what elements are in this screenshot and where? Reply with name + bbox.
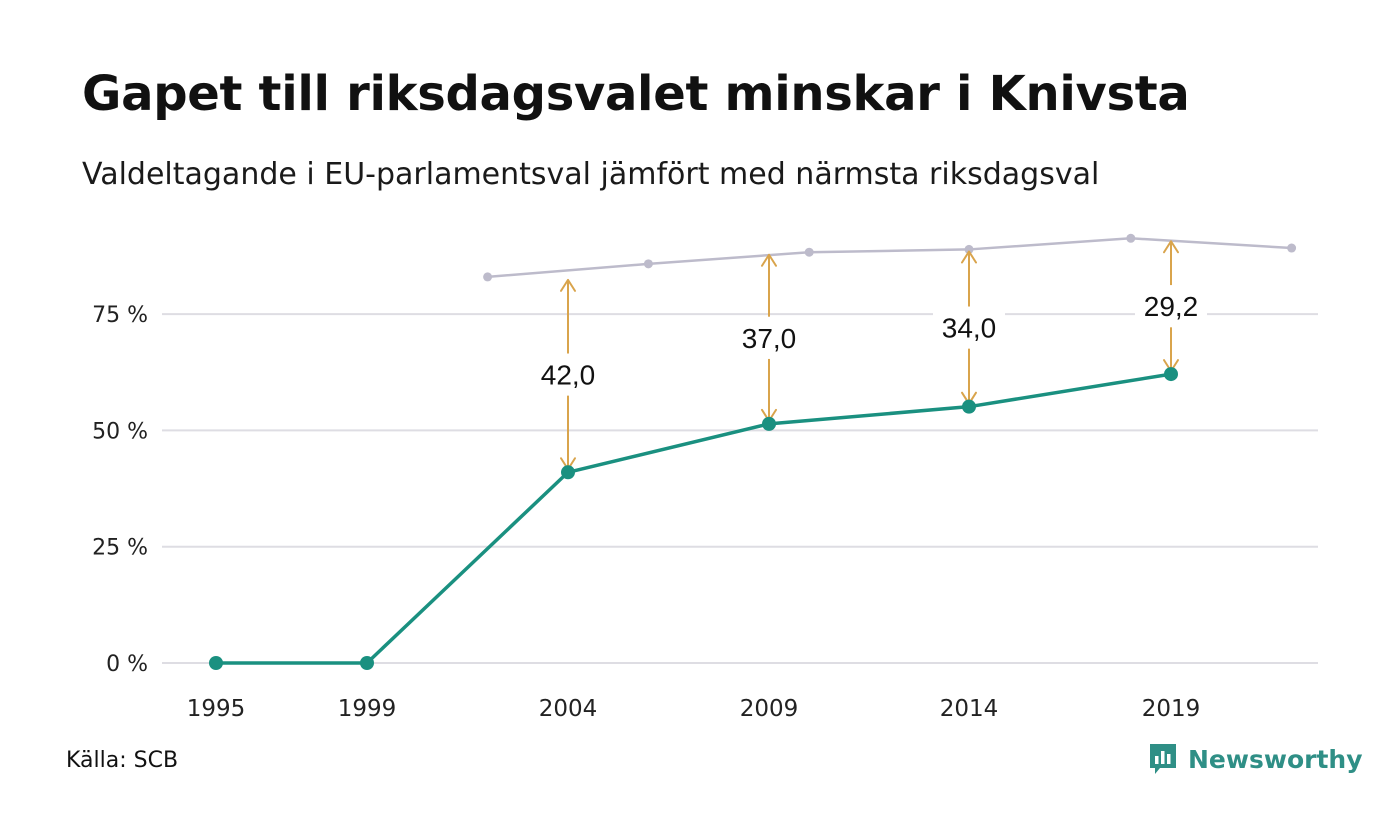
gap-arrow-head (961, 250, 977, 264)
y-tick-label: 50 % (92, 419, 148, 444)
riksdag-point (964, 244, 974, 254)
gap-label: 37,0 (742, 323, 797, 354)
brand-name: Newsworthy (1188, 744, 1363, 774)
riksdag-series (483, 233, 1297, 282)
eu-point (1164, 367, 1178, 382)
gap-arrow-head (560, 278, 576, 292)
eu-point (962, 399, 976, 414)
gap-arrow-head (761, 253, 777, 267)
riksdag-line (487, 237, 1292, 279)
x-tick-label: 2009 (740, 696, 799, 722)
riksdag-point (643, 259, 653, 269)
x-tick-label: 1995 (187, 696, 246, 722)
riksdag-point (483, 272, 493, 282)
x-tick-label: 2019 (1142, 696, 1201, 722)
gap-arrow-head (1163, 240, 1179, 254)
eu-point (360, 656, 374, 670)
gap-label: 34,0 (942, 313, 997, 344)
gap-label: 29,2 (1144, 291, 1199, 322)
riksdag-point (804, 247, 814, 257)
y-tick-label: 0 % (106, 652, 148, 677)
eu-series (209, 367, 1178, 670)
gridlines (162, 313, 1318, 664)
gap-label-background (933, 306, 1005, 349)
newsworthy-logo-icon (1150, 744, 1176, 774)
eu-line (216, 372, 1172, 665)
y-tick-label: 75 % (92, 303, 148, 328)
x-tick-label: 2004 (539, 696, 598, 722)
chart-title: Gapet till riksdagsvalet minskar i Knivs… (82, 66, 1190, 122)
brand-logo: Newsworthy (1148, 742, 1363, 776)
riksdag-point (1287, 243, 1297, 253)
gap-label: 42,0 (541, 360, 596, 391)
riksdag-point (1126, 233, 1136, 243)
gap-label-background (532, 353, 604, 396)
gap-label-background (733, 316, 805, 359)
x-axis: 1995 1999 2004 2009 2014 2019 (187, 696, 1201, 722)
eu-point (209, 656, 223, 670)
chart-subtitle: Valdeltagande i EU-parlamentsval jämfört… (82, 157, 1100, 192)
x-tick-label: 2014 (940, 696, 999, 722)
y-axis: 0 % 25 % 50 % 75 % (92, 303, 148, 677)
source-note: Källa: SCB (66, 748, 179, 773)
eu-point (561, 465, 575, 480)
x-tick-label: 1999 (338, 696, 397, 722)
y-tick-label: 25 % (92, 536, 148, 561)
gap-annotations: 42,0 37,0 34,0 29,2 (532, 240, 1207, 471)
gap-label-background (1135, 285, 1207, 328)
eu-point (762, 416, 776, 431)
